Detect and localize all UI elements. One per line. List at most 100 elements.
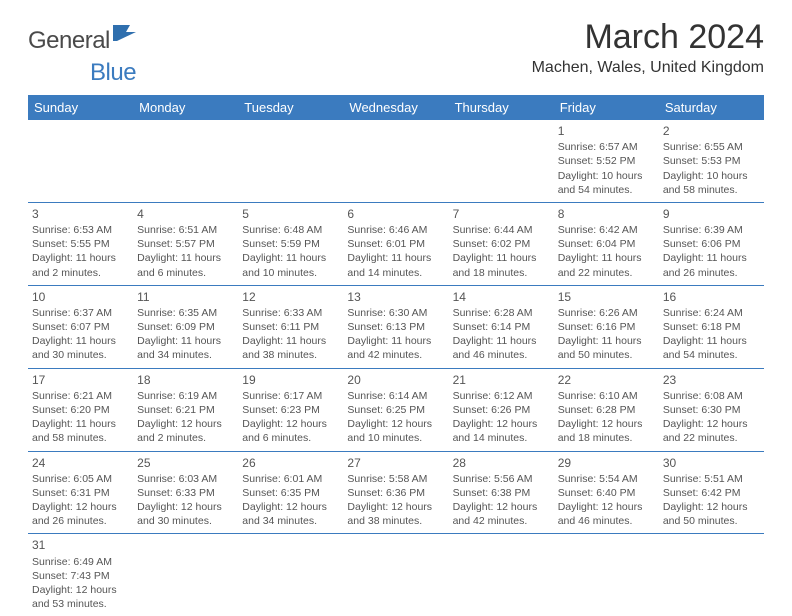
day-daylight: Daylight: 11 hours and 58 minutes. — [32, 417, 129, 445]
calendar-day-cell: 25Sunrise: 6:03 AMSunset: 6:33 PMDayligh… — [133, 451, 238, 534]
calendar-day-cell: 22Sunrise: 6:10 AMSunset: 6:28 PMDayligh… — [554, 368, 659, 451]
calendar-day-cell: 4Sunrise: 6:51 AMSunset: 5:57 PMDaylight… — [133, 202, 238, 285]
calendar-day-cell — [343, 534, 448, 616]
day-daylight: Daylight: 12 hours and 46 minutes. — [558, 500, 655, 528]
day-daylight: Daylight: 11 hours and 18 minutes. — [453, 251, 550, 279]
day-daylight: Daylight: 11 hours and 50 minutes. — [558, 334, 655, 362]
day-number: 20 — [347, 372, 444, 388]
calendar-day-cell: 1Sunrise: 6:57 AMSunset: 5:52 PMDaylight… — [554, 120, 659, 202]
calendar-week-row: 24Sunrise: 6:05 AMSunset: 6:31 PMDayligh… — [28, 451, 764, 534]
day-sunset: Sunset: 5:59 PM — [242, 237, 339, 251]
logo-text-general: General — [28, 27, 110, 55]
day-sunrise: Sunrise: 6:14 AM — [347, 389, 444, 403]
day-sunrise: Sunrise: 6:46 AM — [347, 223, 444, 237]
calendar-body: 1Sunrise: 6:57 AMSunset: 5:52 PMDaylight… — [28, 120, 764, 616]
day-daylight: Daylight: 11 hours and 14 minutes. — [347, 251, 444, 279]
day-sunrise: Sunrise: 6:17 AM — [242, 389, 339, 403]
day-sunset: Sunset: 5:55 PM — [32, 237, 129, 251]
calendar-day-cell — [659, 534, 764, 616]
calendar-day-cell — [554, 534, 659, 616]
calendar-day-cell — [238, 534, 343, 616]
day-number: 17 — [32, 372, 129, 388]
day-number: 30 — [663, 455, 760, 471]
day-daylight: Daylight: 12 hours and 14 minutes. — [453, 417, 550, 445]
day-sunrise: Sunrise: 6:44 AM — [453, 223, 550, 237]
day-daylight: Daylight: 12 hours and 22 minutes. — [663, 417, 760, 445]
calendar-day-cell — [28, 120, 133, 202]
calendar-day-cell: 5Sunrise: 6:48 AMSunset: 5:59 PMDaylight… — [238, 202, 343, 285]
day-sunrise: Sunrise: 6:30 AM — [347, 306, 444, 320]
day-sunrise: Sunrise: 6:42 AM — [558, 223, 655, 237]
day-sunrise: Sunrise: 6:24 AM — [663, 306, 760, 320]
day-daylight: Daylight: 12 hours and 26 minutes. — [32, 500, 129, 528]
calendar-day-cell: 20Sunrise: 6:14 AMSunset: 6:25 PMDayligh… — [343, 368, 448, 451]
calendar-week-row: 1Sunrise: 6:57 AMSunset: 5:52 PMDaylight… — [28, 120, 764, 202]
day-header: Monday — [133, 95, 238, 120]
calendar-week-row: 17Sunrise: 6:21 AMSunset: 6:20 PMDayligh… — [28, 368, 764, 451]
day-number: 25 — [137, 455, 234, 471]
day-sunset: Sunset: 6:02 PM — [453, 237, 550, 251]
day-sunrise: Sunrise: 6:05 AM — [32, 472, 129, 486]
day-number: 24 — [32, 455, 129, 471]
calendar-day-cell: 27Sunrise: 5:58 AMSunset: 6:36 PMDayligh… — [343, 451, 448, 534]
day-sunset: Sunset: 6:36 PM — [347, 486, 444, 500]
calendar-day-cell: 9Sunrise: 6:39 AMSunset: 6:06 PMDaylight… — [659, 202, 764, 285]
day-sunrise: Sunrise: 6:55 AM — [663, 140, 760, 154]
day-daylight: Daylight: 11 hours and 6 minutes. — [137, 251, 234, 279]
day-sunset: Sunset: 6:40 PM — [558, 486, 655, 500]
day-daylight: Daylight: 11 hours and 2 minutes. — [32, 251, 129, 279]
day-number: 19 — [242, 372, 339, 388]
day-daylight: Daylight: 12 hours and 53 minutes. — [32, 583, 129, 611]
day-number: 27 — [347, 455, 444, 471]
calendar-table: Sunday Monday Tuesday Wednesday Thursday… — [28, 95, 764, 616]
calendar-day-cell: 6Sunrise: 6:46 AMSunset: 6:01 PMDaylight… — [343, 202, 448, 285]
day-sunset: Sunset: 6:14 PM — [453, 320, 550, 334]
day-sunrise: Sunrise: 5:51 AM — [663, 472, 760, 486]
day-sunset: Sunset: 6:31 PM — [32, 486, 129, 500]
day-number: 29 — [558, 455, 655, 471]
month-title: March 2024 — [532, 18, 764, 57]
calendar-day-cell: 12Sunrise: 6:33 AMSunset: 6:11 PMDayligh… — [238, 285, 343, 368]
calendar-day-cell: 16Sunrise: 6:24 AMSunset: 6:18 PMDayligh… — [659, 285, 764, 368]
day-sunrise: Sunrise: 5:54 AM — [558, 472, 655, 486]
day-number: 4 — [137, 206, 234, 222]
calendar-day-cell: 2Sunrise: 6:55 AMSunset: 5:53 PMDaylight… — [659, 120, 764, 202]
calendar-day-cell: 8Sunrise: 6:42 AMSunset: 6:04 PMDaylight… — [554, 202, 659, 285]
day-sunset: Sunset: 6:42 PM — [663, 486, 760, 500]
calendar-week-row: 3Sunrise: 6:53 AMSunset: 5:55 PMDaylight… — [28, 202, 764, 285]
day-daylight: Daylight: 10 hours and 58 minutes. — [663, 169, 760, 197]
calendar-day-cell: 17Sunrise: 6:21 AMSunset: 6:20 PMDayligh… — [28, 368, 133, 451]
day-number: 12 — [242, 289, 339, 305]
day-sunrise: Sunrise: 6:10 AM — [558, 389, 655, 403]
day-sunset: Sunset: 6:25 PM — [347, 403, 444, 417]
day-daylight: Daylight: 11 hours and 10 minutes. — [242, 251, 339, 279]
day-number: 23 — [663, 372, 760, 388]
day-sunset: Sunset: 6:21 PM — [137, 403, 234, 417]
calendar-day-cell: 31Sunrise: 6:49 AMSunset: 7:43 PMDayligh… — [28, 534, 133, 616]
calendar-day-cell — [133, 120, 238, 202]
day-sunset: Sunset: 5:53 PM — [663, 154, 760, 168]
calendar-day-cell: 3Sunrise: 6:53 AMSunset: 5:55 PMDaylight… — [28, 202, 133, 285]
calendar-day-cell — [449, 534, 554, 616]
logo: General — [28, 24, 138, 57]
day-sunrise: Sunrise: 6:12 AM — [453, 389, 550, 403]
day-sunrise: Sunrise: 6:53 AM — [32, 223, 129, 237]
day-sunset: Sunset: 6:18 PM — [663, 320, 760, 334]
day-daylight: Daylight: 11 hours and 42 minutes. — [347, 334, 444, 362]
day-number: 11 — [137, 289, 234, 305]
day-number: 10 — [32, 289, 129, 305]
day-header: Sunday — [28, 95, 133, 120]
day-number: 26 — [242, 455, 339, 471]
calendar-week-row: 10Sunrise: 6:37 AMSunset: 6:07 PMDayligh… — [28, 285, 764, 368]
day-sunset: Sunset: 6:07 PM — [32, 320, 129, 334]
day-number: 13 — [347, 289, 444, 305]
day-number: 28 — [453, 455, 550, 471]
day-number: 8 — [558, 206, 655, 222]
calendar-day-cell: 15Sunrise: 6:26 AMSunset: 6:16 PMDayligh… — [554, 285, 659, 368]
day-daylight: Daylight: 11 hours and 34 minutes. — [137, 334, 234, 362]
day-sunrise: Sunrise: 6:51 AM — [137, 223, 234, 237]
calendar-day-cell: 30Sunrise: 5:51 AMSunset: 6:42 PMDayligh… — [659, 451, 764, 534]
day-sunrise: Sunrise: 6:48 AM — [242, 223, 339, 237]
day-sunset: Sunset: 6:13 PM — [347, 320, 444, 334]
calendar-day-cell — [238, 120, 343, 202]
